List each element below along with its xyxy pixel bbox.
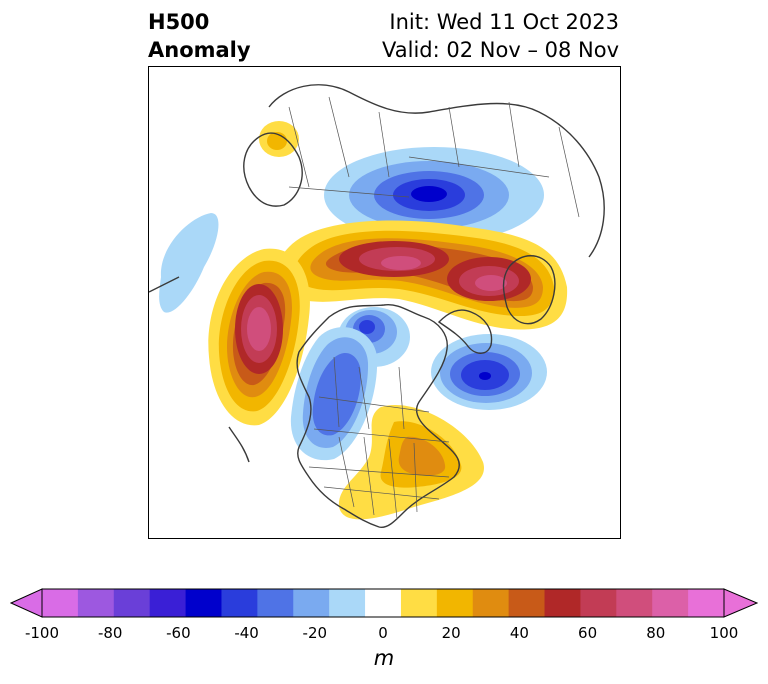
- colorbar-segment: [652, 589, 689, 617]
- colorbar-segment: [688, 589, 725, 617]
- positive-anomaly-arctic-band: [275, 220, 568, 330]
- colorbar-segment: [508, 589, 546, 617]
- colorbar-extend-max: [723, 588, 759, 618]
- colorbar-tick-label: 100: [709, 624, 739, 642]
- colorbar-graphic: [9, 588, 759, 618]
- colorbar-unit: m: [373, 646, 395, 670]
- colorbar-tick-label: -60: [166, 624, 191, 642]
- negative-anomaly-siberia: [324, 147, 544, 243]
- colorbar-tick-label: 60: [578, 624, 598, 642]
- negative-anomaly-bering: [159, 213, 219, 313]
- date-block: Init: Wed 11 Oct 2023 Valid: 02 Nov – 08…: [382, 8, 619, 64]
- coastlines: [149, 84, 605, 529]
- init-date: Init: Wed 11 Oct 2023: [389, 10, 619, 34]
- colorbar-tick-label: 40: [509, 624, 529, 642]
- positive-anomaly-europe: [259, 121, 299, 157]
- colorbar-tick-label: 20: [441, 624, 461, 642]
- colorbar-tick-label: -80: [97, 624, 123, 642]
- colorbar-segment: [544, 589, 581, 617]
- colorbar-segment: [221, 589, 258, 617]
- negative-anomaly-western-canada: [290, 327, 378, 461]
- colorbar-segment: [42, 589, 79, 617]
- colorbar-segment: [149, 589, 187, 617]
- colorbar-segment: [472, 589, 510, 617]
- colorbar-segment: [185, 589, 222, 617]
- colorbar-tick-label: -20: [302, 624, 328, 642]
- colorbar-tick-label: -100: [24, 624, 60, 642]
- colorbar-segment: [257, 589, 294, 617]
- anomaly-map: [149, 84, 605, 529]
- colorbar-tick-label: 0: [378, 624, 388, 642]
- colorbar-tick-label: 80: [646, 624, 666, 642]
- colorbar-segment: [436, 589, 474, 617]
- subtitle: Anomaly: [148, 38, 251, 62]
- colorbar-segment: [293, 589, 330, 617]
- colorbar-segment: [365, 589, 402, 617]
- colorbar-segment: [580, 589, 617, 617]
- colorbar-tick-label: -40: [234, 624, 259, 642]
- colorbar-segment: [113, 589, 151, 617]
- title-block: H500 Anomaly: [148, 8, 251, 64]
- colorbar-segment: [616, 589, 653, 617]
- valid-range: Valid: 02 Nov – 08 Nov: [382, 38, 619, 62]
- colorbar-segment: [77, 589, 115, 617]
- variable-title: H500: [148, 10, 210, 34]
- political-borders: [288, 96, 580, 520]
- colorbar-border: [41, 588, 725, 618]
- colorbar-segment: [329, 589, 366, 617]
- negative-anomaly-north-atlantic: [431, 334, 547, 410]
- colorbar-extend-min: [9, 588, 43, 618]
- positive-anomaly-eastern-us: [338, 405, 484, 520]
- colorbar: [9, 588, 759, 618]
- colorbar-segment: [400, 589, 438, 617]
- map-panel: [148, 66, 621, 539]
- positive-anomaly-gulf-of-alaska: [208, 248, 310, 426]
